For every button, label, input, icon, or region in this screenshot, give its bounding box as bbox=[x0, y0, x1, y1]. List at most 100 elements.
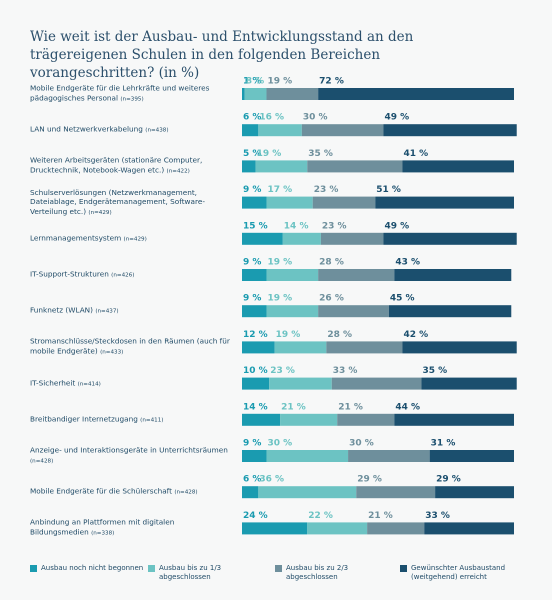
bar-segment bbox=[258, 124, 302, 137]
n-label: (n=411) bbox=[140, 417, 164, 424]
bar-segment bbox=[424, 522, 514, 535]
bar-segment bbox=[348, 450, 430, 462]
bar-segment bbox=[383, 124, 517, 137]
n-label: (n=428) bbox=[30, 458, 54, 464]
bar-segment bbox=[242, 196, 267, 209]
value-label: 30 % bbox=[349, 439, 374, 449]
value-label: 33 % bbox=[333, 366, 358, 376]
value-label: 42 % bbox=[403, 330, 428, 340]
bar-segment bbox=[269, 377, 332, 390]
value-label: 35 % bbox=[423, 366, 448, 376]
bar-segment bbox=[266, 450, 349, 462]
value-label: 23 % bbox=[314, 185, 339, 195]
value-label: 9 % bbox=[243, 258, 261, 268]
category-label: Weiteren Arbeitsgeräten (stationäre Comp… bbox=[30, 156, 230, 177]
value-label: 43 % bbox=[395, 258, 420, 268]
value-label: 49 % bbox=[384, 113, 409, 123]
value-label: 15 % bbox=[243, 221, 268, 231]
value-label: 24 % bbox=[243, 511, 268, 521]
bar-segment bbox=[242, 377, 270, 390]
bar-segment bbox=[242, 522, 308, 535]
category-text: Breitbandiger Internetzugang bbox=[30, 414, 138, 424]
bar-segment bbox=[318, 305, 389, 318]
value-label: 19 % bbox=[267, 258, 292, 268]
category-text: Mobile Endgeräte für die Schülerschaft bbox=[30, 486, 172, 496]
bar-segment bbox=[266, 305, 319, 318]
bar-segment bbox=[242, 341, 275, 354]
bar-segment bbox=[242, 232, 283, 245]
category-label: Mobile Endgeräte für die Lehrkräfte und … bbox=[30, 84, 230, 105]
bar-segment bbox=[402, 160, 514, 173]
category-label: IT-Sicherheit (n=414) bbox=[30, 378, 230, 390]
legend-label: Ausbau bis zu 2/3 abgeschlossen bbox=[286, 564, 349, 581]
legend-swatch bbox=[275, 565, 282, 572]
bar-segment bbox=[266, 269, 319, 281]
bar-segment bbox=[375, 196, 514, 209]
category-label: Anzeige- und Interaktionsgeräte in Unter… bbox=[30, 446, 230, 467]
category-text: Stromanschlüsse/Steckdosen in den Räumen… bbox=[30, 336, 230, 356]
bar-segment bbox=[356, 486, 436, 499]
bar-segment bbox=[301, 124, 384, 137]
n-label: (n=426) bbox=[111, 272, 135, 279]
category-text: LAN und Netzwerkverkabelung bbox=[30, 124, 143, 134]
value-label: 33 % bbox=[425, 511, 450, 521]
value-label: 6 % bbox=[243, 475, 261, 485]
bar-segment bbox=[242, 88, 245, 100]
value-label: 22 % bbox=[308, 511, 333, 521]
value-label: 19 % bbox=[267, 294, 292, 304]
value-label: 41 % bbox=[403, 149, 428, 159]
bar-segment bbox=[242, 450, 267, 462]
bar-segment bbox=[421, 377, 517, 390]
value-label: 29 % bbox=[357, 475, 382, 485]
n-label: (n=429) bbox=[88, 209, 112, 216]
category-text: IT-Support-Strukturen bbox=[30, 269, 109, 279]
bar-segment bbox=[307, 160, 403, 173]
value-label: 16 % bbox=[259, 113, 284, 123]
category-label: Stromanschlüsse/Steckdosen in den Räumen… bbox=[30, 337, 230, 358]
bar-segment bbox=[258, 486, 357, 499]
bar-segment bbox=[242, 160, 256, 173]
bar-segment bbox=[242, 413, 281, 426]
category-text: Funknetz (WLAN) bbox=[30, 305, 93, 315]
bar-segment bbox=[274, 341, 327, 354]
n-label: (n=395) bbox=[120, 96, 144, 102]
value-label: 9 % bbox=[243, 439, 261, 449]
category-text: IT-Sicherheit bbox=[30, 377, 76, 387]
value-label: 30 % bbox=[267, 439, 292, 449]
n-label: (n=433) bbox=[100, 349, 124, 356]
n-label: (n=437) bbox=[95, 308, 119, 315]
value-label: 12 % bbox=[243, 330, 268, 340]
bar-segment bbox=[383, 232, 517, 245]
value-label: 19 % bbox=[267, 77, 292, 87]
value-label: 10 % bbox=[243, 366, 268, 376]
bar-segment bbox=[318, 269, 395, 281]
bar-segment bbox=[402, 341, 517, 354]
legend-swatch bbox=[30, 565, 37, 572]
category-text: Anzeige- und Interaktionsgeräte in Unter… bbox=[30, 445, 228, 455]
value-label: 14 % bbox=[243, 402, 268, 412]
value-label: 35 % bbox=[308, 149, 333, 159]
bar-segment bbox=[242, 305, 267, 318]
category-label: Breitbandiger Internetzugang (n=411) bbox=[30, 414, 230, 426]
value-label: 31 % bbox=[431, 439, 456, 449]
bar-segment bbox=[320, 232, 384, 245]
value-label: 72 % bbox=[319, 77, 344, 87]
n-label: (n=429) bbox=[123, 236, 147, 243]
legend-label: Ausbau bis zu 1/3 abgeschlossen bbox=[159, 564, 222, 581]
value-label: 19 % bbox=[276, 330, 301, 340]
bar-segment bbox=[435, 486, 514, 499]
value-label: 28 % bbox=[327, 330, 352, 340]
category-text: Anbindung an Plattformen mit digitalen B… bbox=[30, 517, 175, 537]
category-label: Funknetz (WLAN) (n=437) bbox=[30, 305, 230, 317]
bar-segment bbox=[280, 413, 338, 426]
value-label: 23 % bbox=[270, 366, 295, 376]
category-label: IT-Support-Strukturen (n=426) bbox=[30, 269, 230, 281]
value-label: 23 % bbox=[322, 221, 347, 231]
value-label: 36 % bbox=[259, 475, 284, 485]
bar-segment bbox=[242, 269, 267, 281]
bar-segment bbox=[282, 232, 321, 245]
bar-segment bbox=[367, 522, 425, 535]
bar-segment bbox=[429, 450, 514, 462]
n-label: (n=422) bbox=[166, 168, 190, 175]
